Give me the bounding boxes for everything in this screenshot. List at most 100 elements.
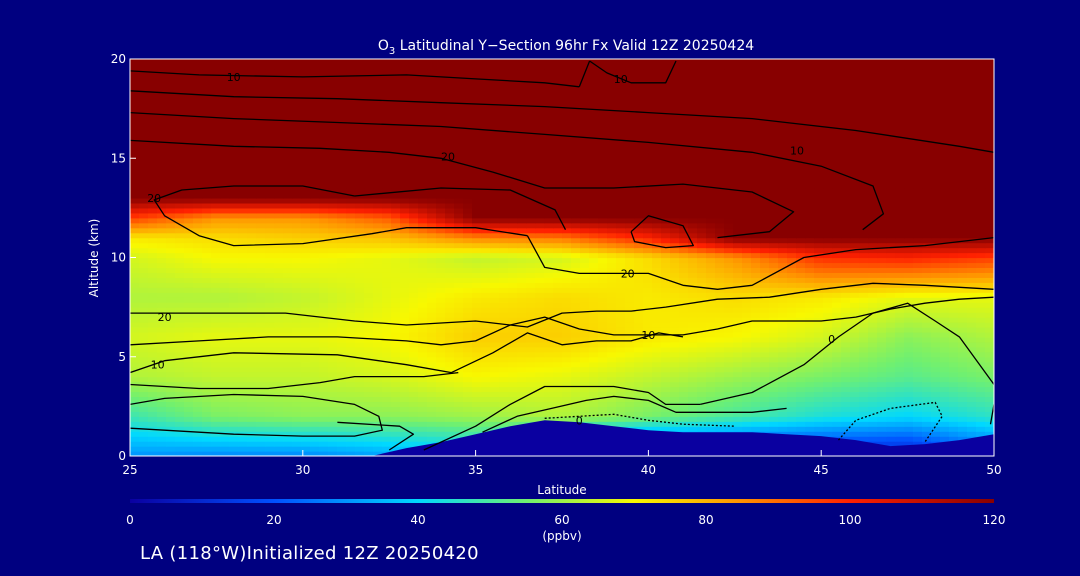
heatmap-cell — [364, 247, 374, 254]
heatmap-cell — [580, 292, 590, 298]
heatmap-cell — [832, 242, 842, 249]
heatmap-cell — [193, 197, 203, 204]
heatmap-cell — [130, 267, 140, 273]
heatmap-cell — [526, 297, 536, 303]
heatmap-cell — [202, 312, 212, 318]
heatmap-cell — [571, 307, 581, 313]
heatmap-cell — [733, 237, 743, 244]
heatmap-cell — [481, 371, 491, 378]
heatmap-cell — [157, 237, 167, 244]
heatmap-cell — [517, 361, 527, 368]
heatmap-cell — [436, 292, 446, 298]
heatmap-cell — [211, 272, 221, 278]
heatmap-cell — [706, 197, 716, 204]
heatmap-cell — [967, 406, 977, 412]
heatmap-cell — [796, 222, 806, 229]
heatmap-cell — [922, 307, 932, 313]
heatmap-cell — [364, 401, 374, 407]
heatmap-cell — [301, 242, 311, 249]
heatmap-cell — [319, 302, 329, 308]
heatmap-cell — [598, 366, 608, 373]
heatmap-cell — [292, 381, 302, 388]
heatmap-cell — [688, 207, 698, 214]
heatmap-cell — [769, 307, 779, 313]
heatmap-cell — [256, 401, 266, 407]
heatmap-cell — [328, 371, 338, 378]
heatmap-cell — [481, 326, 491, 333]
heatmap-cell — [922, 386, 932, 393]
heatmap-cell — [733, 416, 743, 422]
heatmap-cell — [859, 237, 869, 244]
heatmap-cell — [310, 441, 320, 447]
heatmap-cell — [301, 227, 311, 234]
heatmap-cell — [859, 381, 869, 388]
heatmap-cell — [238, 297, 248, 303]
heatmap-cell — [454, 202, 464, 209]
heatmap-cell — [229, 326, 239, 333]
heatmap-cell — [193, 282, 203, 288]
heatmap-cell — [409, 326, 419, 333]
heatmap-cell — [652, 227, 662, 234]
heatmap-cell — [832, 411, 842, 417]
heatmap-cell — [166, 257, 176, 264]
heatmap-cell — [292, 356, 302, 363]
heatmap-cell — [661, 317, 671, 323]
heatmap-cell — [787, 302, 797, 308]
heatmap-cell — [292, 252, 302, 259]
heatmap-cell — [661, 351, 671, 358]
heatmap-cell — [337, 446, 347, 452]
heatmap-cell — [769, 297, 779, 303]
heatmap-cell — [931, 312, 941, 318]
heatmap-cell — [670, 217, 680, 224]
heatmap-cell — [625, 197, 635, 204]
heatmap-cell — [292, 336, 302, 343]
heatmap-cell — [949, 277, 959, 283]
heatmap-cell — [355, 326, 365, 333]
heatmap-cell — [382, 386, 392, 393]
heatmap-cell — [220, 242, 230, 249]
heatmap-cell — [868, 341, 878, 348]
heatmap-cell — [562, 331, 572, 338]
heatmap-cell — [184, 381, 194, 388]
heatmap-cell — [949, 217, 959, 224]
heatmap-cell — [130, 366, 140, 373]
heatmap-cell — [580, 257, 590, 264]
heatmap-cell — [157, 416, 167, 422]
heatmap-cell — [283, 421, 293, 427]
heatmap-cell — [265, 386, 275, 393]
heatmap-cell — [211, 396, 221, 403]
heatmap-cell — [220, 212, 230, 219]
heatmap-cell — [733, 426, 743, 432]
heatmap-cell — [184, 277, 194, 283]
heatmap-cell — [814, 351, 824, 358]
heatmap-cell — [931, 336, 941, 343]
heatmap-cell — [688, 262, 698, 269]
heatmap-cell — [490, 312, 500, 318]
heatmap-cell — [517, 217, 527, 224]
heatmap-cell — [670, 212, 680, 219]
heatmap-cell — [157, 317, 167, 323]
heatmap-cell — [553, 287, 563, 293]
heatmap-cell — [958, 436, 968, 442]
heatmap-cell — [553, 396, 563, 403]
heatmap-cell — [544, 416, 554, 422]
heatmap-cell — [157, 257, 167, 264]
heatmap-cell — [382, 361, 392, 368]
heatmap-cell — [589, 331, 599, 338]
heatmap-cell — [733, 391, 743, 398]
heatmap-cell — [958, 396, 968, 403]
heatmap-cell — [301, 356, 311, 363]
heatmap-cell — [706, 242, 716, 249]
heatmap-cell — [463, 401, 473, 407]
heatmap-cell — [841, 297, 851, 303]
heatmap-cell — [292, 242, 302, 249]
heatmap-cell — [553, 381, 563, 388]
heatmap-cell — [373, 252, 383, 259]
heatmap-cell — [526, 346, 536, 353]
heatmap-cell — [742, 267, 752, 273]
heatmap-cell — [382, 287, 392, 293]
heatmap-cell — [580, 307, 590, 313]
heatmap-cell — [814, 386, 824, 393]
heatmap-cell — [283, 401, 293, 407]
heatmap-cell — [787, 257, 797, 264]
